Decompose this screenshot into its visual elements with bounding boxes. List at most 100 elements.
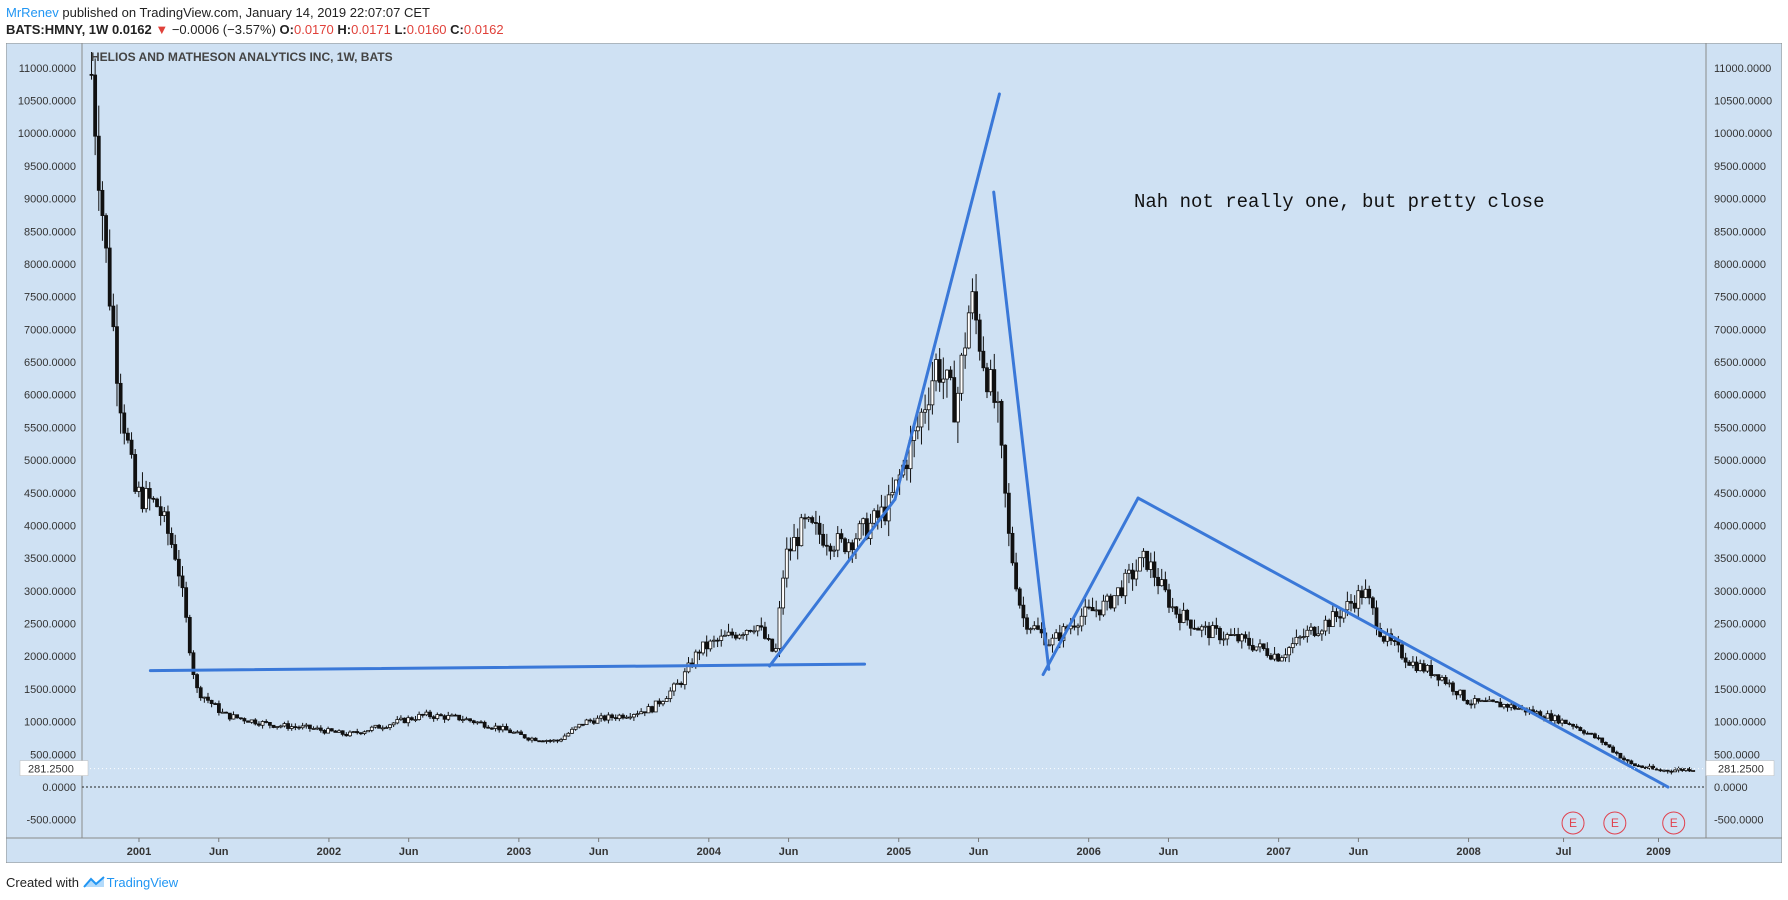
candle-body (715, 639, 720, 642)
candle-body (857, 523, 862, 540)
tradingview-brand-link[interactable]: TradingView (106, 875, 179, 890)
candle-body (1647, 765, 1652, 769)
candle-body (1545, 713, 1550, 719)
candle-body (522, 734, 527, 739)
publish-line: MrRenev published on TradingView.com, Ja… (6, 4, 504, 21)
candle-body (311, 728, 316, 730)
chart-title: HELIOS AND MATHESON ANALYTICS INC, 1W, B… (91, 50, 393, 64)
candle-body (1370, 597, 1375, 609)
candle-body (158, 506, 163, 516)
candle-body (1076, 625, 1080, 628)
y-tick-label-left: 5000.0000 (24, 455, 76, 467)
y-tick-label-right: 0.0000 (1714, 782, 1748, 794)
candle-body (1487, 699, 1492, 702)
chart-annotation[interactable]: Nah not really one, but pretty close (1134, 191, 1544, 213)
candle-body (559, 739, 563, 742)
candle-body (340, 730, 345, 735)
candle-body (1585, 732, 1590, 735)
candle-body (1028, 628, 1033, 631)
trend-line[interactable] (893, 92, 1001, 501)
candle-body (187, 616, 192, 654)
candle-body (1167, 589, 1171, 608)
candle-body (282, 723, 287, 727)
candle-body (180, 575, 185, 589)
candle-body (937, 359, 942, 383)
candle-body (155, 498, 159, 508)
earnings-marker-icon[interactable] (1561, 811, 1585, 835)
candle-body (766, 638, 771, 640)
candle-body (1032, 625, 1037, 630)
candle-body (1440, 677, 1444, 681)
author-link[interactable]: MrRenev (6, 5, 59, 20)
chart-container[interactable]: -500.0000 -500.0000 0.0000 0.0000 500.0000 50… (6, 43, 1782, 863)
candle-body (1480, 700, 1484, 703)
candle-body (457, 714, 462, 721)
candle-body (1509, 704, 1514, 708)
candle-body (722, 634, 727, 637)
close-value: 0.0162 (463, 22, 504, 37)
candle-body (1381, 636, 1386, 642)
candle-body (770, 638, 775, 652)
trend-line[interactable] (992, 190, 1051, 671)
candle-body (1159, 579, 1164, 587)
candle-body (271, 724, 276, 728)
trend-line[interactable] (768, 497, 897, 668)
candle-body (249, 719, 254, 723)
candle-body (1185, 609, 1190, 621)
candle-body (712, 639, 716, 642)
y-tick-label-left: 0.0000 (42, 782, 76, 794)
candle-body (402, 717, 407, 724)
candle-body (224, 711, 229, 714)
trend-line[interactable] (148, 662, 867, 673)
high-value: 0.0171 (351, 22, 391, 37)
earnings-marker-icon[interactable] (1603, 811, 1627, 835)
candle-body (930, 380, 935, 406)
candle-body (566, 732, 571, 737)
candle-body (1050, 637, 1055, 646)
candle-body (107, 247, 112, 307)
down-arrow-icon: ▼ (155, 22, 169, 37)
candle-body (1196, 628, 1201, 631)
candle-body (297, 726, 301, 729)
candle-body (941, 378, 946, 383)
x-tick-label: Jun (589, 846, 609, 858)
trend-line[interactable] (1136, 496, 1670, 789)
trend-line[interactable] (1041, 496, 1140, 677)
trendline-drawings[interactable] (148, 92, 1670, 789)
candle-body (435, 714, 440, 719)
candle-body (1327, 619, 1332, 627)
candle-body (1054, 632, 1059, 639)
candle-body (1669, 770, 1674, 773)
candle-body (1443, 677, 1448, 684)
candle-body (599, 715, 604, 719)
candle-body (173, 544, 178, 560)
candle-body (133, 454, 138, 492)
candle-body (1163, 579, 1168, 591)
candle-body (963, 347, 968, 356)
candle-body (919, 411, 924, 428)
candle-body (1403, 657, 1408, 663)
candle-body (650, 706, 654, 713)
y-tick-label-right: 4500.0000 (1714, 488, 1766, 500)
candle-body (668, 690, 673, 699)
candle-body (1392, 640, 1397, 642)
candle-body (1629, 760, 1634, 765)
price-chart[interactable]: -500.0000 -500.0000 0.0000 0.0000 500.0000 50… (6, 43, 1782, 863)
candle-body (577, 723, 582, 728)
candle-body (278, 725, 283, 728)
candle-body (242, 718, 247, 722)
candle-body (406, 717, 411, 724)
candle-body (1691, 770, 1696, 772)
candle-body (701, 641, 705, 654)
candle-body (1210, 625, 1215, 639)
earnings-marker-icon[interactable] (1662, 811, 1686, 835)
candle-body (1330, 611, 1335, 627)
candle-body (93, 74, 98, 137)
candle-body (1243, 634, 1248, 639)
candle-body (318, 727, 323, 731)
candle-body (1589, 732, 1594, 735)
candle-body (409, 717, 414, 721)
candle-body (1087, 606, 1091, 609)
candle-body (730, 631, 735, 636)
